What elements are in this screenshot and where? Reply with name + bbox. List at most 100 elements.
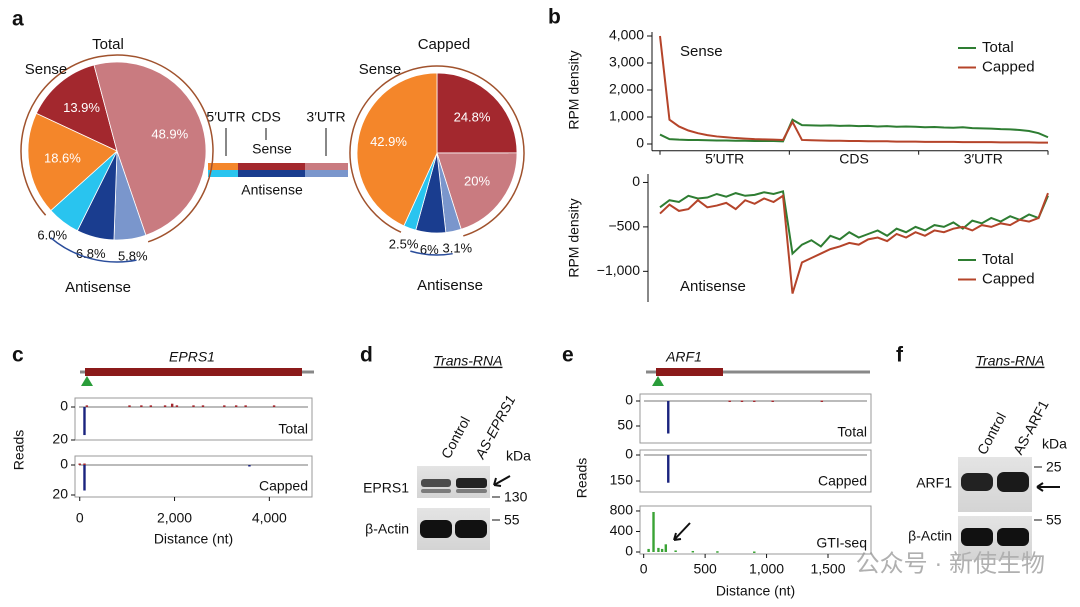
track-label: Total [278, 421, 308, 437]
read-bar [83, 465, 86, 491]
y-tick-label: 0 [625, 392, 633, 408]
read-bar [647, 548, 650, 552]
arrow [673, 522, 691, 541]
y-tick-label: 0 [60, 398, 68, 414]
lane-label: Control [974, 410, 1009, 457]
read-bar [170, 403, 174, 407]
blot-band [456, 489, 487, 493]
y-axis-label: RPM density [566, 198, 582, 277]
track-box [639, 449, 872, 493]
blot-band [420, 520, 452, 538]
y-tick-label: 150 [610, 472, 634, 488]
pie-slice [436, 152, 518, 230]
y-tick-label: 3,000 [609, 54, 644, 70]
read-bar [753, 400, 756, 402]
read-bar [163, 405, 167, 407]
x-tick-label: 4,000 [252, 510, 287, 526]
read-bar [272, 405, 276, 407]
y-tick-label: 1,000 [609, 108, 644, 124]
unit-label: kDa [506, 448, 531, 464]
slice-label: 3.1% [442, 240, 472, 255]
panel-label: a [12, 8, 24, 31]
group-arc [410, 250, 453, 256]
track-label: Capped [818, 473, 867, 489]
pie-slice [356, 72, 438, 227]
unit-label: kDa [1042, 436, 1067, 452]
pie-slice [93, 61, 207, 236]
blot-band [997, 472, 1029, 492]
slice-label: 6% [420, 242, 439, 257]
x-tick-label: 500 [693, 561, 717, 577]
y-tick-label: 0 [625, 446, 633, 462]
x-axis-label: Distance (nt) [154, 531, 233, 547]
y-tick-label: 4,000 [609, 27, 644, 43]
gene-body [656, 368, 723, 376]
y-axis-label: Reads [574, 458, 590, 498]
watermark: 公众号 · 新使生物 [856, 550, 1045, 577]
line-series [659, 118, 1049, 143]
legend-label: CDS [251, 109, 281, 125]
blot-band [961, 473, 993, 491]
annotation: Sense [680, 43, 723, 60]
blot-band [456, 478, 487, 488]
read-bar [149, 405, 153, 407]
legend-label: Capped [982, 58, 1035, 75]
read-bar [716, 551, 719, 553]
x-axis-label: Distance (nt) [716, 583, 795, 599]
x-tick-label: 0 [76, 510, 84, 526]
legend-swatch [305, 163, 348, 170]
panel-label: e [562, 344, 574, 367]
y-tick-label: 2,000 [609, 81, 644, 97]
slice-label: 6.0% [37, 228, 67, 243]
read-bar [657, 547, 660, 552]
row-label: ARF1 [916, 475, 952, 491]
read-bar [175, 405, 179, 407]
region-label: 5′UTR [705, 151, 744, 167]
line-series [659, 192, 1049, 294]
legend-label: Antisense [241, 182, 303, 198]
blot-header: Trans-RNA [434, 353, 503, 369]
read-bar [244, 405, 247, 407]
y-tick-label: 0 [60, 456, 68, 472]
blot-band [455, 520, 487, 538]
group-label: Antisense [417, 277, 483, 294]
read-bar [660, 548, 664, 552]
legend-swatch [238, 163, 305, 170]
x-tick-label: 1,500 [810, 561, 845, 577]
read-bar [140, 405, 143, 407]
group-arc [20, 54, 214, 243]
group-label: Sense [25, 61, 68, 78]
group-label: Sense [359, 61, 402, 78]
pie-slice [436, 72, 518, 154]
blot-band [421, 479, 451, 487]
y-tick-label: 0 [625, 543, 633, 559]
read-bar [234, 405, 238, 407]
read-bar [83, 407, 86, 436]
read-bar [771, 400, 774, 402]
line-series [659, 190, 1049, 256]
legend-label: 5′UTR [206, 109, 245, 125]
chart-title: Capped [418, 36, 471, 53]
legend-swatch [238, 170, 305, 177]
read-bar [691, 550, 695, 553]
panel-label: c [12, 344, 24, 367]
read-bar [667, 401, 670, 434]
chart-title: Total [92, 36, 124, 53]
read-bar [78, 463, 81, 465]
row-label: EPRS1 [363, 480, 409, 496]
y-tick-label: 0 [636, 135, 644, 151]
y-tick-label: −1,000 [597, 262, 640, 278]
x-tick-label: 2,000 [157, 510, 192, 526]
blot-band [421, 489, 451, 493]
track-label: GTI-seq [816, 535, 867, 551]
read-bar [85, 405, 89, 407]
marker-label: 55 [504, 512, 520, 528]
y-tick-label: 400 [610, 522, 634, 538]
slice-label: 42.9% [370, 134, 407, 149]
legend-label: 3′UTR [306, 109, 345, 125]
read-bar [83, 463, 86, 465]
slice-label: 20% [464, 174, 490, 189]
pie-slice [35, 64, 118, 152]
legend-swatch [208, 163, 238, 170]
read-bar [128, 405, 131, 407]
